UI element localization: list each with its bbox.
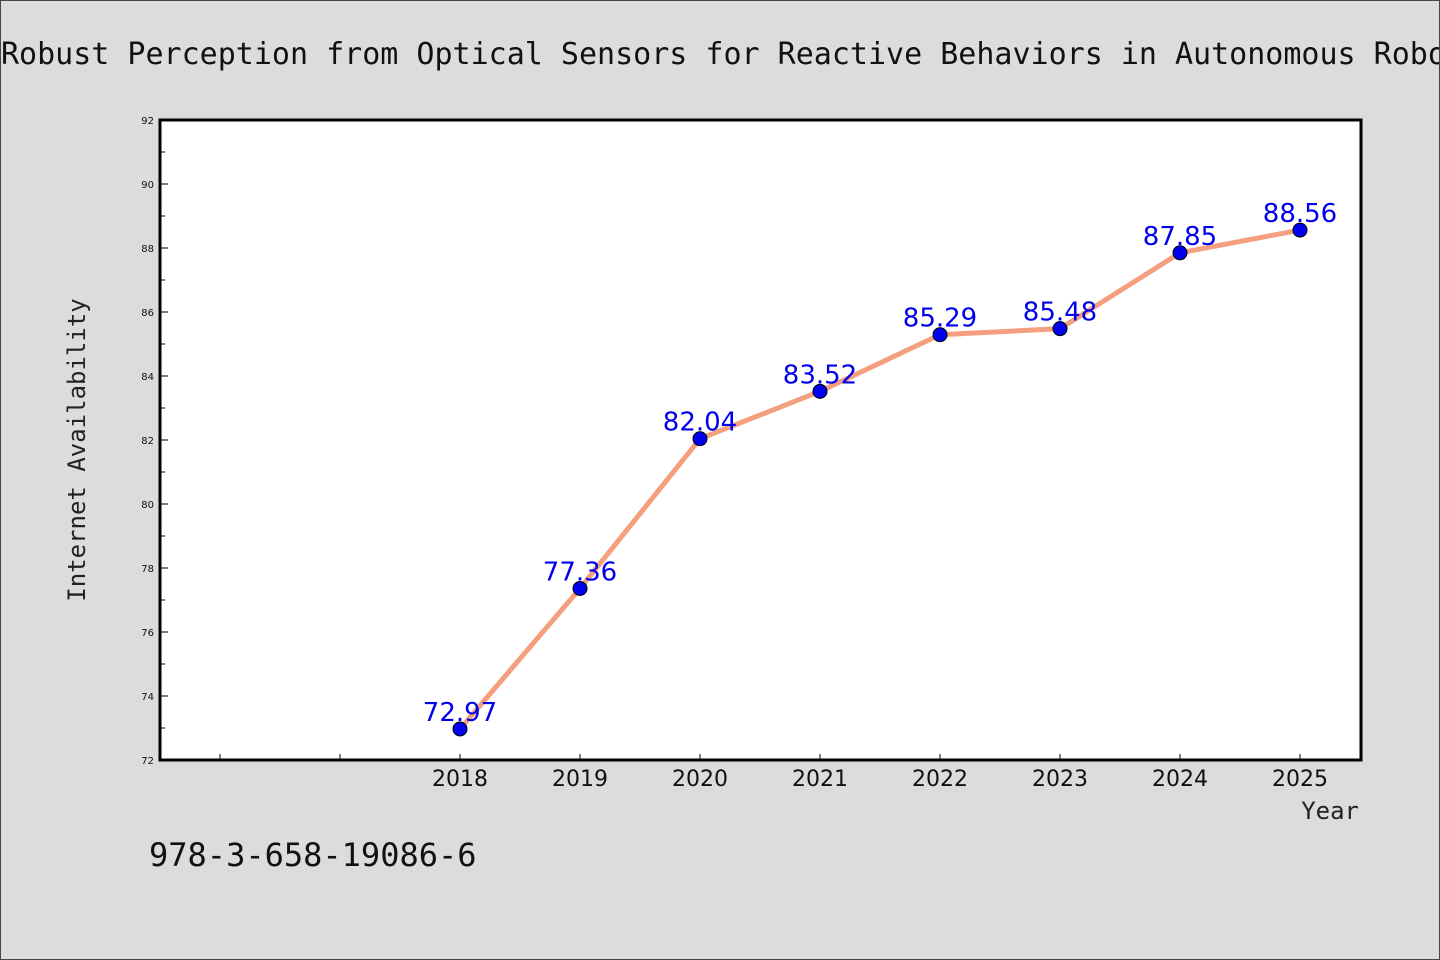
data-label: 82.04 [663, 408, 737, 438]
x-axis-label: Year [1301, 797, 1359, 825]
y-tick-label: 84 [141, 372, 154, 383]
x-tick-label: 2020 [672, 767, 728, 792]
y-tick-label: 72 [141, 756, 154, 767]
x-tick-label: 2025 [1272, 767, 1328, 792]
series-line [457, 227, 1303, 732]
y-tick-label: 86 [141, 308, 154, 319]
x-tick-label: 2024 [1152, 767, 1208, 792]
x-tick-label: 2018 [432, 767, 488, 792]
x-tick-label: 2021 [792, 767, 848, 792]
y-tick-label: 74 [141, 692, 154, 703]
data-point [812, 383, 828, 399]
data-point [1052, 321, 1068, 337]
data-label: 85.29 [903, 304, 977, 334]
data-point [452, 721, 468, 737]
y-tick-label: 92 [141, 116, 154, 127]
x-tick-label: 2019 [552, 767, 608, 792]
data-point [1292, 222, 1308, 238]
data-point [692, 431, 708, 447]
data-label: 88.56 [1263, 199, 1337, 229]
plot-area [158, 118, 1363, 762]
data-label: 85.48 [1023, 298, 1097, 328]
data-point [572, 580, 588, 596]
data-label: 83.52 [783, 360, 857, 390]
x-tick-label: 2023 [1032, 767, 1088, 792]
data-points [452, 222, 1308, 737]
x-tick-label: 2022 [912, 767, 968, 792]
data-label: 72.97 [423, 698, 497, 728]
y-tick-label: 76 [141, 628, 154, 639]
y-tick-label: 88 [141, 244, 154, 255]
y-tick-label: 82 [141, 436, 154, 447]
x-axis: 2018 2019 2020 2021 2022 2023 2024 2025 [219, 754, 1328, 792]
data-labels: 72.97 77.36 82.04 83.52 85.29 85.48 87.85 88.56 [423, 199, 1337, 728]
y-tick-label: 90 [141, 180, 154, 191]
data-label: 87.85 [1143, 222, 1217, 252]
data-point [1172, 245, 1188, 261]
y-axis: 72 74 76 78 80 82 84 86 88 90 92 [141, 116, 168, 767]
chart-title: Robust Perception from Optical Sensors f… [1, 37, 1439, 72]
y-axis-label: Internet Availability [63, 298, 91, 601]
y-tick-label: 80 [141, 500, 154, 511]
isbn-text: 978-3-658-19086-6 [149, 836, 477, 874]
data-label: 77.36 [543, 557, 617, 587]
data-point [932, 327, 948, 343]
y-tick-label: 78 [141, 564, 154, 575]
